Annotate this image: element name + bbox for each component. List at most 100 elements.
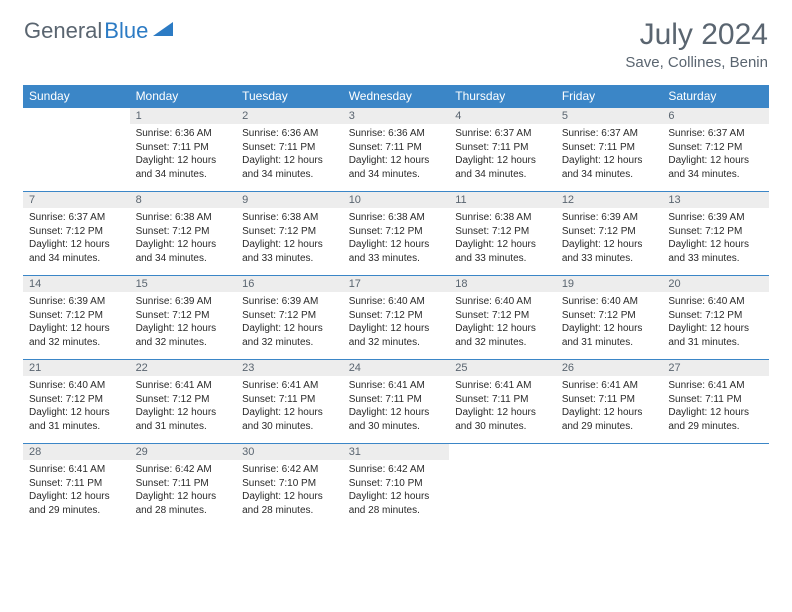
date-number-cell: 9 xyxy=(236,192,343,209)
date-content-cell: Sunrise: 6:37 AMSunset: 7:12 PMDaylight:… xyxy=(23,208,130,276)
sunrise-line: Sunrise: 6:39 AM xyxy=(668,211,763,225)
date-number-cell xyxy=(556,444,663,461)
sunrise-line: Sunrise: 6:37 AM xyxy=(668,127,763,141)
daylight-line: and 29 minutes. xyxy=(29,504,124,518)
sunrise-line: Sunrise: 6:39 AM xyxy=(242,295,337,309)
date-number-cell: 19 xyxy=(556,276,663,293)
daylight-line: and 34 minutes. xyxy=(668,168,763,182)
date-number-row: 78910111213 xyxy=(23,192,769,209)
daylight-line: Daylight: 12 hours xyxy=(136,490,231,504)
date-number-cell: 21 xyxy=(23,360,130,377)
date-number-row: 123456 xyxy=(23,108,769,125)
daylight-line: Daylight: 12 hours xyxy=(29,490,124,504)
sunset-line: Sunset: 7:12 PM xyxy=(562,309,657,323)
sunrise-line: Sunrise: 6:38 AM xyxy=(349,211,444,225)
daylight-line: Daylight: 12 hours xyxy=(136,406,231,420)
daylight-line: and 33 minutes. xyxy=(562,252,657,266)
sunrise-line: Sunrise: 6:42 AM xyxy=(242,463,337,477)
sunset-line: Sunset: 7:12 PM xyxy=(668,309,763,323)
daylight-line: and 34 minutes. xyxy=(136,252,231,266)
date-content-cell: Sunrise: 6:41 AMSunset: 7:11 PMDaylight:… xyxy=(343,376,450,444)
weekday-header: Thursday xyxy=(449,85,556,108)
sunset-line: Sunset: 7:10 PM xyxy=(242,477,337,491)
date-content-row: Sunrise: 6:39 AMSunset: 7:12 PMDaylight:… xyxy=(23,292,769,360)
daylight-line: and 32 minutes. xyxy=(455,336,550,350)
date-content-cell: Sunrise: 6:42 AMSunset: 7:11 PMDaylight:… xyxy=(130,460,237,527)
date-number-cell: 14 xyxy=(23,276,130,293)
date-content-cell: Sunrise: 6:37 AMSunset: 7:11 PMDaylight:… xyxy=(556,124,663,192)
date-number-cell: 11 xyxy=(449,192,556,209)
sunset-line: Sunset: 7:12 PM xyxy=(242,309,337,323)
sunrise-line: Sunrise: 6:41 AM xyxy=(349,379,444,393)
sunrise-line: Sunrise: 6:36 AM xyxy=(242,127,337,141)
date-content-cell: Sunrise: 6:41 AMSunset: 7:12 PMDaylight:… xyxy=(130,376,237,444)
date-content-cell: Sunrise: 6:41 AMSunset: 7:11 PMDaylight:… xyxy=(449,376,556,444)
sunset-line: Sunset: 7:12 PM xyxy=(29,309,124,323)
sunset-line: Sunset: 7:11 PM xyxy=(455,393,550,407)
sunrise-line: Sunrise: 6:40 AM xyxy=(668,295,763,309)
sunset-line: Sunset: 7:11 PM xyxy=(29,477,124,491)
daylight-line: Daylight: 12 hours xyxy=(668,238,763,252)
logo-triangle-icon xyxy=(153,20,177,43)
sunrise-line: Sunrise: 6:42 AM xyxy=(349,463,444,477)
daylight-line: and 30 minutes. xyxy=(242,420,337,434)
date-content-cell: Sunrise: 6:38 AMSunset: 7:12 PMDaylight:… xyxy=(449,208,556,276)
sunrise-line: Sunrise: 6:36 AM xyxy=(136,127,231,141)
title-block: July 2024 Save, Collines, Benin xyxy=(625,18,768,71)
sunset-line: Sunset: 7:12 PM xyxy=(349,309,444,323)
date-content-cell: Sunrise: 6:40 AMSunset: 7:12 PMDaylight:… xyxy=(343,292,450,360)
date-content-row: Sunrise: 6:41 AMSunset: 7:11 PMDaylight:… xyxy=(23,460,769,527)
date-content-cell: Sunrise: 6:42 AMSunset: 7:10 PMDaylight:… xyxy=(343,460,450,527)
daylight-line: Daylight: 12 hours xyxy=(242,490,337,504)
daylight-line: and 31 minutes. xyxy=(562,336,657,350)
daylight-line: Daylight: 12 hours xyxy=(349,154,444,168)
date-number-cell: 16 xyxy=(236,276,343,293)
daylight-line: and 33 minutes. xyxy=(668,252,763,266)
sunset-line: Sunset: 7:11 PM xyxy=(349,393,444,407)
daylight-line: and 33 minutes. xyxy=(242,252,337,266)
daylight-line: Daylight: 12 hours xyxy=(136,322,231,336)
sunrise-line: Sunrise: 6:40 AM xyxy=(562,295,657,309)
date-content-cell: Sunrise: 6:38 AMSunset: 7:12 PMDaylight:… xyxy=(343,208,450,276)
sunset-line: Sunset: 7:12 PM xyxy=(29,393,124,407)
daylight-line: and 33 minutes. xyxy=(349,252,444,266)
date-number-cell: 27 xyxy=(662,360,769,377)
sunset-line: Sunset: 7:12 PM xyxy=(136,393,231,407)
daylight-line: and 32 minutes. xyxy=(29,336,124,350)
daylight-line: Daylight: 12 hours xyxy=(242,238,337,252)
date-content-cell xyxy=(556,460,663,527)
sunrise-line: Sunrise: 6:37 AM xyxy=(562,127,657,141)
daylight-line: Daylight: 12 hours xyxy=(562,322,657,336)
sunrise-line: Sunrise: 6:39 AM xyxy=(136,295,231,309)
daylight-line: Daylight: 12 hours xyxy=(349,322,444,336)
sunrise-line: Sunrise: 6:38 AM xyxy=(136,211,231,225)
daylight-line: Daylight: 12 hours xyxy=(242,406,337,420)
sunrise-line: Sunrise: 6:38 AM xyxy=(242,211,337,225)
sunrise-line: Sunrise: 6:41 AM xyxy=(29,463,124,477)
daylight-line: and 33 minutes. xyxy=(455,252,550,266)
date-content-row: Sunrise: 6:36 AMSunset: 7:11 PMDaylight:… xyxy=(23,124,769,192)
daylight-line: Daylight: 12 hours xyxy=(349,238,444,252)
date-content-cell xyxy=(23,124,130,192)
date-content-cell: Sunrise: 6:40 AMSunset: 7:12 PMDaylight:… xyxy=(23,376,130,444)
date-content-cell: Sunrise: 6:40 AMSunset: 7:12 PMDaylight:… xyxy=(556,292,663,360)
daylight-line: and 32 minutes. xyxy=(136,336,231,350)
sunrise-line: Sunrise: 6:42 AM xyxy=(136,463,231,477)
sunset-line: Sunset: 7:11 PM xyxy=(136,141,231,155)
daylight-line: Daylight: 12 hours xyxy=(242,154,337,168)
sunset-line: Sunset: 7:12 PM xyxy=(668,225,763,239)
date-number-cell: 23 xyxy=(236,360,343,377)
date-content-cell: Sunrise: 6:41 AMSunset: 7:11 PMDaylight:… xyxy=(23,460,130,527)
date-number-cell: 17 xyxy=(343,276,450,293)
sunset-line: Sunset: 7:12 PM xyxy=(455,309,550,323)
sunset-line: Sunset: 7:11 PM xyxy=(349,141,444,155)
daylight-line: and 31 minutes. xyxy=(136,420,231,434)
date-number-row: 21222324252627 xyxy=(23,360,769,377)
date-number-cell: 31 xyxy=(343,444,450,461)
sunset-line: Sunset: 7:11 PM xyxy=(242,141,337,155)
sunrise-line: Sunrise: 6:36 AM xyxy=(349,127,444,141)
daylight-line: Daylight: 12 hours xyxy=(136,238,231,252)
daylight-line: and 34 minutes. xyxy=(242,168,337,182)
weekday-header-row: Sunday Monday Tuesday Wednesday Thursday… xyxy=(23,85,769,108)
date-content-cell: Sunrise: 6:39 AMSunset: 7:12 PMDaylight:… xyxy=(236,292,343,360)
